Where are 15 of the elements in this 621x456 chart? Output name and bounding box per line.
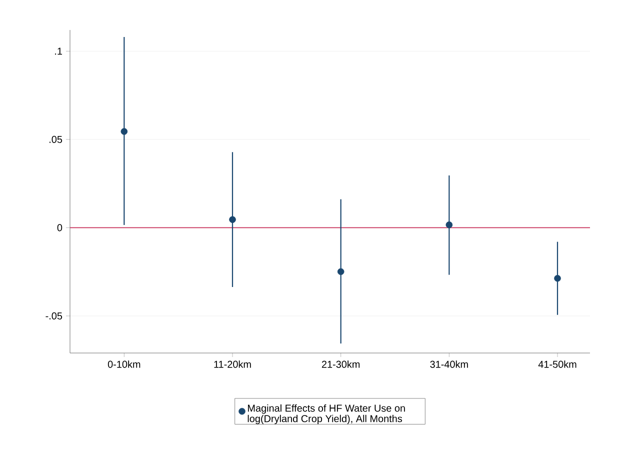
x-tick-label: 11-20km	[214, 360, 251, 368]
point	[120, 128, 128, 135]
point	[446, 221, 453, 228]
point	[337, 268, 344, 276]
point	[554, 274, 561, 282]
y-tick-label: .05	[50, 136, 62, 143]
x-tick-label: 41-50km	[538, 360, 576, 368]
y-tick-label: 0	[57, 224, 62, 232]
x-tick-label: 21-30km	[322, 360, 360, 368]
x-tick-label: 31-40km	[430, 360, 468, 368]
y-tick-label: .1	[55, 48, 62, 55]
legend-label: Maginal Effects of HF Water Use on log(Dryland Crop Yield), All Months	[248, 404, 405, 424]
point	[229, 216, 236, 223]
y-tick-label: -.05	[46, 312, 62, 320]
x-tick-label: 0-10km	[108, 360, 140, 368]
